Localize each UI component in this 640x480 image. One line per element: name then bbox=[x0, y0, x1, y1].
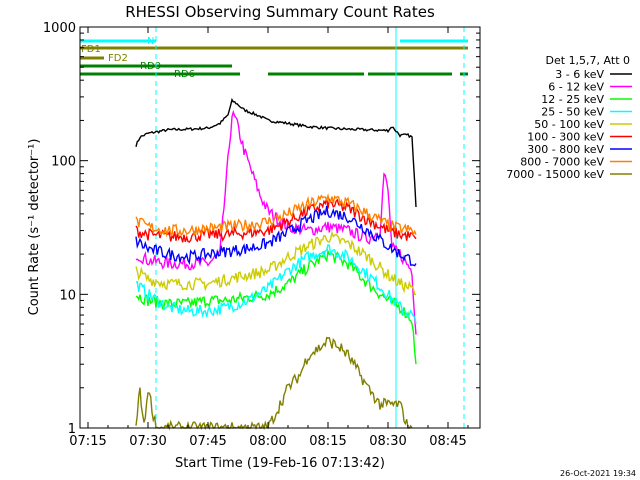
y-axis-label: Count Rate (s⁻¹ detector⁻¹) bbox=[27, 139, 42, 316]
series-line-8 bbox=[135, 336, 413, 431]
x-axis-label: Start Time (19-Feb-16 07:13:42) bbox=[175, 456, 385, 471]
legend-entry-label: 12 - 25 keV bbox=[541, 93, 604, 106]
series-line-1 bbox=[135, 109, 417, 335]
flag-bars: N FD1 FD2 RD0 RD6 bbox=[80, 36, 468, 80]
x-tick-label: 08:15 bbox=[309, 434, 346, 449]
series-line-6 bbox=[135, 205, 417, 267]
chart-title: RHESSI Observing Summary Count Rates bbox=[125, 3, 435, 21]
legend-entry-label: 300 - 800 keV bbox=[527, 143, 604, 156]
series-line-0 bbox=[135, 97, 417, 208]
y-tick-label: 1 bbox=[68, 422, 76, 437]
flag-label-rd0: RD0 bbox=[140, 61, 161, 72]
legend-entry-label: 25 - 50 keV bbox=[541, 106, 604, 119]
x-tick-label: 07:45 bbox=[189, 434, 226, 449]
y-tick-label: 1000 bbox=[43, 21, 76, 36]
series-line-7 bbox=[135, 192, 417, 238]
legend-entry-label: 50 - 100 keV bbox=[534, 118, 604, 131]
legend-entry-label: 3 - 6 keV bbox=[555, 68, 604, 81]
flag-label-rd6: RD6 bbox=[174, 69, 195, 80]
series-line-3 bbox=[135, 244, 417, 325]
x-tick-label: 07:15 bbox=[69, 434, 106, 449]
legend-entry-label: 100 - 300 keV bbox=[527, 131, 604, 144]
legend-title: Det 1,5,7, Att 0 bbox=[546, 54, 630, 67]
flag-label-fd2: FD2 bbox=[108, 53, 128, 64]
axes: 07:15 07:30 07:45 08:00 08:15 08:30 08:45 1 10 10… bbox=[43, 21, 480, 449]
legend-entry-label: 7000 - 15000 keV bbox=[506, 168, 604, 181]
series-line-4 bbox=[135, 230, 417, 296]
y-tick-label: 100 bbox=[51, 155, 76, 170]
legend-entry-label: 800 - 7000 keV bbox=[520, 156, 604, 169]
x-tick-label: 08:45 bbox=[429, 434, 466, 449]
y-tick-label: 10 bbox=[59, 288, 76, 303]
x-tick-label: 07:30 bbox=[129, 434, 166, 449]
generated-timestamp: 26-Oct-2021 19:34 bbox=[560, 469, 636, 478]
x-tick-label: 08:30 bbox=[369, 434, 406, 449]
x-tick-label: 08:00 bbox=[249, 434, 286, 449]
series-lines bbox=[135, 97, 417, 431]
series-line-5 bbox=[135, 197, 417, 243]
flag-label-fd1: FD1 bbox=[81, 44, 101, 55]
legend-entry-label: 6 - 12 keV bbox=[548, 81, 604, 94]
plot-frame bbox=[79, 26, 481, 429]
flag-label-n: N bbox=[147, 36, 154, 47]
